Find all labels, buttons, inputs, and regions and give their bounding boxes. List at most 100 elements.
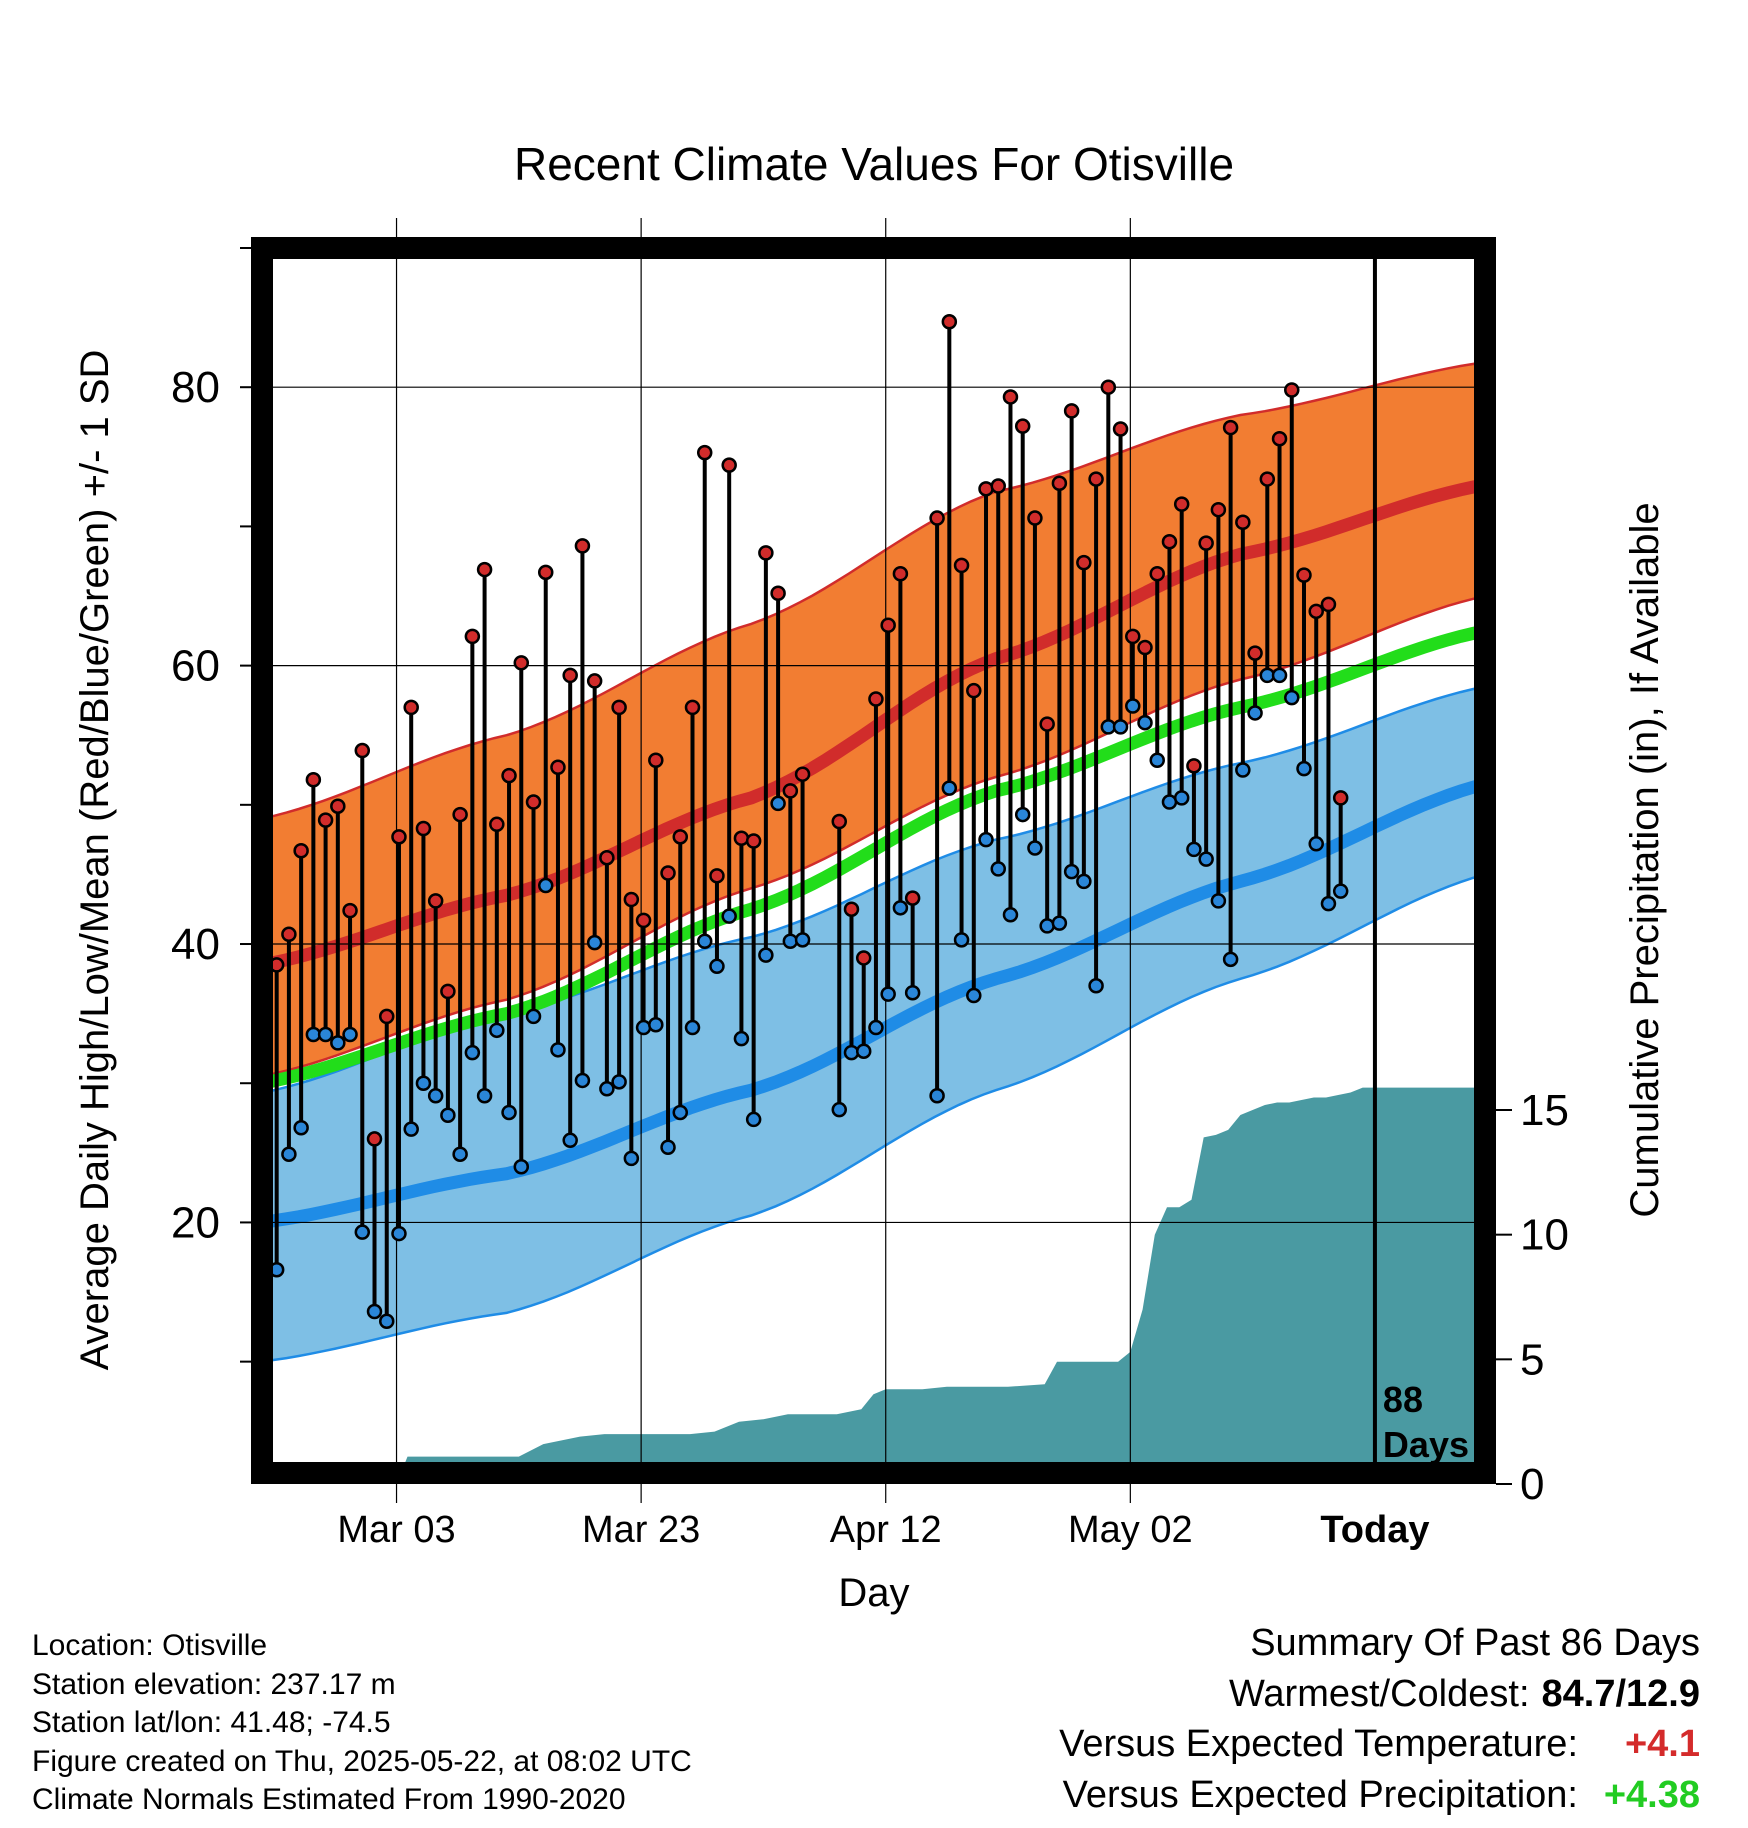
elevation-text: Station elevation: 237.17 m (32, 1667, 396, 1701)
high-temp-point (378, 1008, 395, 1025)
low-temp-point (892, 900, 909, 916)
high-temp-point (782, 783, 799, 799)
high-temp-point (574, 538, 591, 554)
low-temp-point (782, 933, 799, 949)
low-temp-point (464, 1044, 481, 1061)
location-text: Location: Otisville (32, 1629, 268, 1662)
temp-row: Versus Expected Temperature: +4.1 (1059, 1719, 1700, 1770)
low-temp-point (1149, 752, 1165, 769)
station-info: Location: Otisville Station elevation: 2… (32, 1627, 692, 1820)
high-temp-point (1198, 535, 1214, 551)
high-temp-point (1186, 758, 1202, 774)
high-temp-point (904, 890, 921, 906)
low-temp-point (342, 1026, 358, 1043)
high-temp-point (855, 950, 872, 966)
low-temp-point (1222, 951, 1239, 968)
high-temp-point (354, 742, 371, 759)
high-temp-point (317, 812, 334, 828)
low-temp-point (501, 1104, 517, 1121)
high-temp-point (733, 830, 750, 846)
latlon-text: Station lat/lon: 41.48; -74.5 (32, 1706, 391, 1739)
y2-axis-label: Cumulative Precipitation (in), If Availa… (1623, 502, 1667, 1217)
high-temp-point (1161, 533, 1178, 550)
high-temp-point (366, 1131, 383, 1147)
y2-tick-label: 15 (1520, 1086, 1569, 1135)
low-temp-point (562, 1132, 578, 1149)
y2-tick-label: 5 (1520, 1335, 1544, 1384)
precip-label: Versus Expected Precipitation: (1062, 1773, 1578, 1816)
low-temp-point (1063, 863, 1080, 880)
warmest-value: 84.7/12.9 (1541, 1672, 1700, 1715)
high-temp-point (452, 806, 468, 823)
high-temp-point (599, 849, 615, 866)
high-temp-point (929, 510, 945, 526)
high-temp-point (1027, 510, 1043, 526)
created-text: Figure created on Thu, 2025-05-22, at 08… (32, 1744, 692, 1778)
high-temp-point (1112, 421, 1129, 437)
x-axis-label: Day (838, 1571, 909, 1615)
high-temp-point (648, 752, 664, 769)
low-temp-point (1235, 762, 1251, 778)
low-temp-point (745, 1111, 762, 1128)
low-temp-point (317, 1026, 334, 1043)
high-temp-point (843, 901, 860, 917)
low-temp-point (868, 1019, 884, 1036)
plot-frame (251, 237, 1496, 1484)
low-temp-point (525, 1008, 542, 1025)
low-temp-point (623, 1150, 640, 1167)
low-temp-point (1284, 689, 1300, 706)
low-temp-point (574, 1072, 591, 1089)
high-temp-point (831, 813, 848, 830)
high-temp-point (403, 699, 419, 716)
low-temp-point (427, 1088, 444, 1104)
high-temp-point (1259, 471, 1276, 487)
low-temp-point (513, 1159, 530, 1175)
low-temp-point (1210, 893, 1227, 909)
low-temp-point (990, 861, 1006, 877)
low-temp-point (1027, 840, 1043, 856)
y2-tick-label: 10 (1520, 1211, 1569, 1260)
high-temp-point (1210, 501, 1227, 518)
low-temp-point (966, 987, 982, 1004)
temp-value: +4.1 (1624, 1723, 1700, 1765)
low-temp-point (378, 1313, 395, 1330)
high-temp-point (586, 673, 603, 689)
high-temp-point (489, 816, 505, 833)
low-temp-point (537, 877, 554, 894)
high-temp-point (623, 891, 640, 908)
low-temp-point (1002, 907, 1019, 923)
chart-title: Recent Climate Values For Otisville (514, 138, 1234, 190)
low-temp-point (648, 1017, 664, 1033)
high-temp-point (305, 772, 322, 788)
low-temp-point (1137, 714, 1153, 731)
warmest-label: Warmest/Coldest: (1228, 1672, 1530, 1715)
low-temp-point (1014, 806, 1031, 823)
high-temp-point (709, 868, 725, 884)
high-temp-point (1137, 639, 1153, 656)
low-temp-point (330, 1035, 346, 1051)
high-temp-point (464, 628, 481, 645)
low-temp-point (770, 795, 786, 812)
high-temp-point (1173, 496, 1190, 512)
high-temp-point (953, 557, 970, 574)
low-temp-point (941, 780, 958, 796)
high-temp-point (330, 798, 346, 814)
low-sd-lower-line (262, 873, 1485, 1363)
low-temp-point (1308, 836, 1324, 852)
low-temp-point (293, 1120, 309, 1136)
low-temp-point (929, 1088, 945, 1104)
precip-area (400, 1087, 1485, 1473)
summary-panel: Summary Of Past 86 Days Warmest/Coldest:… (1059, 1618, 1700, 1820)
low-temp-point (721, 908, 737, 924)
low-temp-point (415, 1075, 432, 1091)
high-temp-point (1332, 790, 1349, 806)
high-temp-point (745, 833, 762, 849)
high-temp-point (513, 655, 530, 671)
high-temp-point (794, 766, 811, 782)
x-tick-label: May 02 (1068, 1509, 1193, 1551)
high-temp-point (427, 893, 444, 909)
high-temp-point (1100, 379, 1117, 395)
high-temp-point (684, 699, 701, 716)
x-tick-label: Apr 12 (830, 1509, 942, 1551)
high-temp-point (635, 912, 652, 929)
